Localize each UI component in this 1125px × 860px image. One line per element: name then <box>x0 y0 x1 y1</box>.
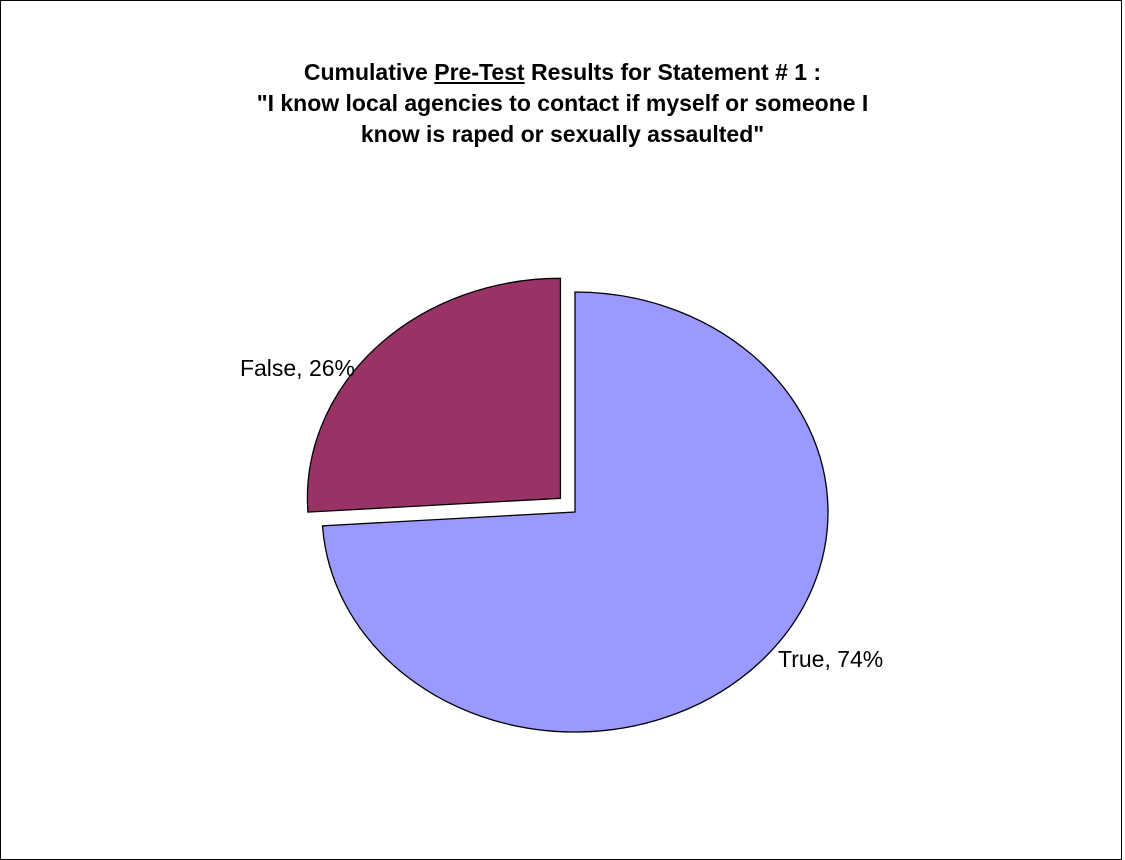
pie-slice-false <box>306 277 562 513</box>
pie-slice-true <box>321 291 829 733</box>
chart-title-line-3: know is raped or sexually assaulted" <box>360 121 765 147</box>
chart-title-underlined: Pre-Test <box>434 59 525 85</box>
chart-title-suffix: Results for Statement # 1 : <box>524 59 822 85</box>
chart-title-prefix: Cumulative <box>303 59 435 85</box>
data-label-false: False, 26% <box>240 355 355 381</box>
chart-title: Cumulative Pre-Test Results for Statemen… <box>0 57 1125 150</box>
chart-title-line-2: "I know local agencies to contact if mys… <box>256 90 869 116</box>
chart-title-line-1: Cumulative Pre-Test Results for Statemen… <box>0 57 1125 88</box>
data-label-true: True, 74% <box>778 646 883 672</box>
